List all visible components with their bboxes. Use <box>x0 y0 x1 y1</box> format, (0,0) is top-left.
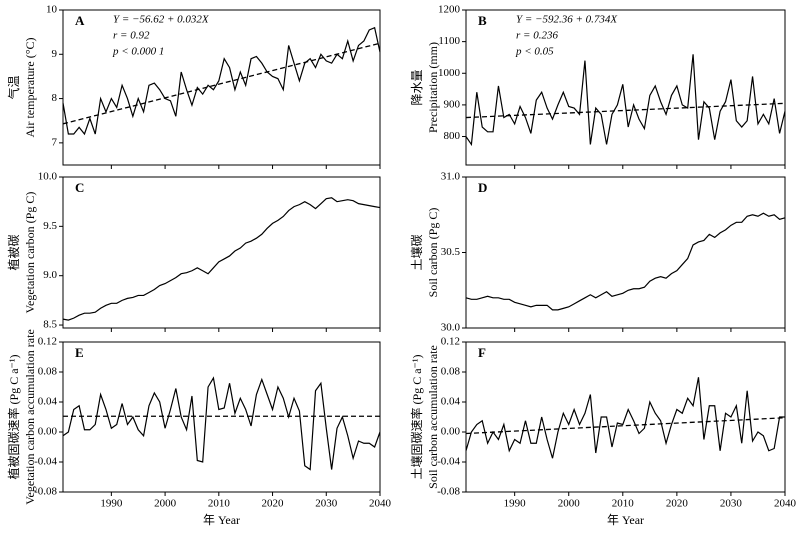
y-tick-label: 31.0 <box>441 171 461 183</box>
y-tick-label: 0.04 <box>441 396 461 408</box>
y-axis-label: Vegetation carbon accumulation rate <box>23 329 37 505</box>
y-axis-label-cn: 降水量 <box>410 69 424 105</box>
y-axis-label-cn: 植被固碳速率 (Pg C a⁻¹) <box>6 355 21 480</box>
annotation: r = 0.236 <box>516 30 558 42</box>
x-tick-label: 2020 <box>262 498 285 510</box>
y-tick-label: 1200 <box>438 4 461 16</box>
y-tick-label: 1000 <box>438 67 461 79</box>
y-axis-label: Air temperature (°C) <box>23 37 37 137</box>
panel: -0.08 -0.04 0.00 0.04 0.08 0.12 1990 2000 2010 20… <box>409 336 797 527</box>
y-tick-label: 9 <box>52 48 58 60</box>
y-axis-label: Vegetation carbon (Pg C) <box>23 192 37 314</box>
x-tick-label: 2020 <box>666 498 689 510</box>
y-tick-label: 9.5 <box>43 220 57 232</box>
data-line <box>62 376 381 471</box>
trend-line <box>465 417 786 435</box>
y-tick-label: 30.0 <box>441 322 461 334</box>
y-tick-label: 1100 <box>438 35 460 47</box>
y-tick-label: 900 <box>444 98 461 110</box>
plot-frame <box>465 9 786 166</box>
x-tick-label: 2040 <box>774 498 797 510</box>
y-tick-label: -0.08 <box>437 486 460 498</box>
y-tick-label: 0.00 <box>38 426 58 438</box>
y-axis-label: Soil carbon (Pg C) <box>426 208 440 298</box>
y-tick-label: 8 <box>52 92 58 104</box>
y-axis-label-cn: 植被碳 <box>6 234 21 270</box>
y-tick-label: 30.5 <box>441 246 461 258</box>
panel: 800 900 1000 1100 1200 降水量 Precipitation (mm) B… <box>410 4 786 169</box>
annotation: Y = −592.36 + 0.734X <box>516 14 618 26</box>
y-tick-label: 8.5 <box>43 319 57 331</box>
y-tick-label: 10 <box>46 4 58 16</box>
y-tick-label: 0.12 <box>441 336 460 348</box>
y-tick-label: -0.04 <box>34 456 57 468</box>
data-line <box>465 212 786 311</box>
panel-letter: C <box>75 180 84 195</box>
plot-frame <box>465 176 786 329</box>
y-tick-label: 10.0 <box>38 171 58 183</box>
y-tick-label: -0.04 <box>437 456 460 468</box>
x-tick-label: 2010 <box>612 498 635 510</box>
y-tick-label: 0.08 <box>38 366 58 378</box>
panel-letter: F <box>478 345 486 360</box>
annotation: r = 0.92 <box>113 30 150 42</box>
annotation: p < 0.000 1 <box>112 46 164 58</box>
y-axis-label: Precipitation (mm) <box>426 42 440 133</box>
data-line <box>62 197 381 321</box>
data-line <box>62 26 381 136</box>
panel: -0.08 -0.04 0.00 0.04 0.08 0.12 1990 2000 2010 20… <box>6 329 392 527</box>
x-tick-label: 2010 <box>208 498 231 510</box>
y-tick-label: 0.12 <box>38 336 57 348</box>
y-tick-label: -0.08 <box>34 486 57 498</box>
x-tick-label: 1990 <box>504 498 527 510</box>
x-tick-label: 2000 <box>154 498 177 510</box>
y-tick-label: 7 <box>52 136 58 148</box>
data-line <box>465 54 786 147</box>
panel-letter: A <box>75 13 85 28</box>
plot-frame <box>62 9 381 166</box>
y-axis-label-cn: 土壤固碳速率 (Pg C a⁻¹) <box>409 355 424 480</box>
y-axis-label-cn: 土壤碳 <box>409 234 424 270</box>
x-axis-label: 年 Year <box>607 513 644 527</box>
trend-line <box>465 102 786 119</box>
x-tick-label: 2040 <box>369 498 392 510</box>
y-tick-label: 0.04 <box>38 396 58 408</box>
y-tick-label: 0.00 <box>441 426 461 438</box>
annotation: Y = −56.62 + 0.032X <box>113 14 210 26</box>
x-tick-label: 2000 <box>558 498 581 510</box>
x-axis-label: 年 Year <box>203 513 240 527</box>
x-tick-label: 1990 <box>100 498 123 510</box>
x-tick-label: 2030 <box>315 498 338 510</box>
plot-frame <box>62 341 381 493</box>
annotation: p < 0.05 <box>515 46 554 58</box>
panel: 30.0 30.5 31.0 土壤碳 Soil carbon (Pg C) D <box>409 171 786 334</box>
y-axis-label-cn: 气温 <box>6 75 21 99</box>
plot-frame <box>62 176 381 329</box>
y-tick-label: 9.0 <box>43 269 57 281</box>
panel: 7 8 9 10 气温 Air temperature (°C) A Y = −56.62 +… <box>6 4 381 169</box>
y-tick-label: 0.08 <box>441 366 461 378</box>
panel-letter: D <box>478 180 487 195</box>
panel-letter: B <box>478 13 487 28</box>
data-line <box>465 377 785 459</box>
panel: 8.5 9.0 9.5 10.0 植被碳 Vegetation carbon (Pg C)… <box>6 171 381 332</box>
panel-letter: E <box>75 345 84 360</box>
trend-line <box>62 42 381 125</box>
y-axis-label: Soil carbon accumulation rate <box>426 345 440 489</box>
y-tick-label: 800 <box>444 130 461 142</box>
x-tick-label: 2030 <box>720 498 743 510</box>
